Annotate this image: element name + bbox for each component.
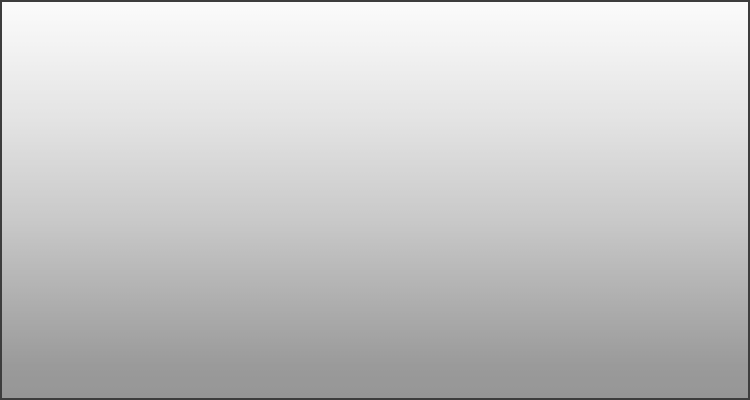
pie-chart[interactable]: [2, 2, 750, 400]
chart-frame: [0, 0, 750, 400]
